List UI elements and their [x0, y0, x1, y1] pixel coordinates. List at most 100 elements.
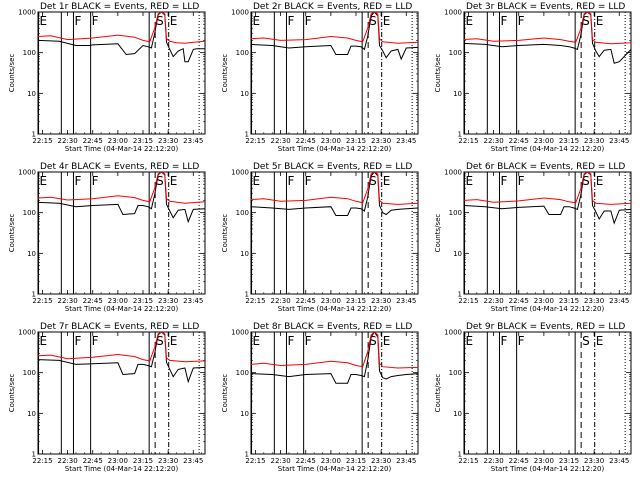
x-tick-label: 22:45: [296, 457, 316, 465]
event-marker-label: E: [466, 14, 474, 28]
x-tick-label: 23:00: [534, 457, 554, 465]
x-tick-label: 22:30: [58, 297, 78, 305]
x-tick-label: 22:30: [484, 297, 504, 305]
panel-det-1: Det 1r BLACK = Events, RED = LLD 1 10 100 10…: [8, 2, 206, 153]
x-tick-label: 23:30: [371, 137, 391, 145]
x-axis-label: Start Time (04-Mar-14 22:12:20): [65, 305, 179, 313]
x-tick-label: 23:30: [371, 457, 391, 465]
x-tick-label: 23:15: [133, 297, 153, 305]
x-axis-label: Start Time (04-Mar-14 22:12:20): [65, 145, 179, 153]
x-tick-label: 23:30: [158, 297, 178, 305]
y-tick-label: 100: [23, 209, 36, 217]
y-axis-label: Counts/sec: [8, 54, 16, 93]
event-marker-label: S: [156, 174, 164, 188]
event-marker-label: S: [156, 14, 164, 28]
y-tick-label: 1: [458, 131, 462, 139]
y-tick-label: 1: [458, 451, 462, 459]
event-marker-label: E: [170, 14, 178, 28]
y-tick-label: 10: [240, 250, 249, 258]
y-tick-label: 1000: [231, 9, 249, 17]
event-marker-label: S: [582, 14, 590, 28]
plot-frame: [250, 171, 419, 295]
x-tick-label: 22:15: [32, 137, 52, 145]
x-tick-label: 22:15: [458, 137, 478, 145]
panel-det-3: Det 3r BLACK = Events, RED = LLD 1 10 100 10…: [434, 2, 632, 153]
event-marker-label: E: [40, 334, 48, 348]
panel-title: Det 2r BLACK = Events, RED = LLD: [253, 2, 412, 12]
series-events-line: [251, 332, 418, 384]
panel-title: Det 5r BLACK = Events, RED = LLD: [253, 162, 412, 172]
y-tick-label: 1: [458, 291, 462, 299]
event-marker-label: S: [369, 334, 377, 348]
x-tick-label: 23:45: [396, 297, 416, 305]
panel-det-2: Det 2r BLACK = Events, RED = LLD 1 10 100 10…: [221, 2, 419, 153]
x-tick-label: 22:30: [484, 457, 504, 465]
x-tick-label: 23:00: [534, 137, 554, 145]
y-axis-label: Counts/sec: [8, 374, 16, 413]
x-tick-label: 22:45: [83, 297, 103, 305]
x-tick-label: 23:00: [108, 137, 128, 145]
x-tick-label: 23:30: [158, 457, 178, 465]
plot-frame: [463, 331, 632, 455]
y-axis-label: Counts/sec: [8, 214, 16, 253]
y-axis-label: Counts/sec: [434, 54, 442, 93]
y-tick-label: 1000: [444, 169, 462, 177]
x-tick-label: 23:00: [321, 297, 341, 305]
y-tick-label: 1000: [444, 329, 462, 337]
x-axis-label: Start Time (04-Mar-14 22:12:20): [278, 305, 392, 313]
series-lld-line: [38, 332, 205, 363]
x-axis-label: Start Time (04-Mar-14 22:12:20): [278, 145, 392, 153]
y-axis-label: Counts/sec: [434, 214, 442, 253]
y-tick-label: 1: [245, 451, 249, 459]
y-axis-label: Counts/sec: [221, 54, 229, 93]
event-marker-label: F: [92, 174, 99, 188]
y-axis-label: Counts/sec: [434, 374, 442, 413]
event-marker-label: F: [74, 334, 81, 348]
plot-frame: [37, 331, 206, 455]
y-tick-label: 1: [245, 131, 249, 139]
y-tick-label: 100: [449, 369, 462, 377]
series-lld-line: [38, 12, 205, 44]
panel-title: Det 3r BLACK = Events, RED = LLD: [466, 2, 625, 12]
event-marker-label: E: [383, 334, 391, 348]
event-marker-label: S: [582, 174, 590, 188]
panel-det-8: Det 8r BLACK = Events, RED = LLD 1 10 100 10…: [221, 322, 419, 473]
y-tick-label: 1: [32, 291, 36, 299]
x-tick-label: 23:45: [183, 297, 203, 305]
event-marker-label: F: [74, 14, 81, 28]
event-marker-label: E: [170, 334, 178, 348]
x-tick-label: 22:15: [245, 457, 265, 465]
x-tick-label: 23:45: [396, 457, 416, 465]
x-tick-label: 23:45: [609, 297, 629, 305]
x-tick-label: 22:15: [458, 457, 478, 465]
panel-det-4: Det 4r BLACK = Events, RED = LLD 1 10 100 10…: [8, 162, 206, 313]
series-events-line: [38, 332, 205, 384]
event-marker-label: F: [305, 334, 312, 348]
event-marker-label: E: [40, 174, 48, 188]
y-tick-label: 10: [453, 250, 462, 258]
plot-frame: [37, 171, 206, 295]
y-tick-label: 100: [236, 209, 249, 217]
y-tick-label: 10: [240, 410, 249, 418]
x-tick-label: 22:15: [245, 137, 265, 145]
event-marker-label: F: [92, 14, 99, 28]
y-tick-label: 100: [449, 49, 462, 57]
series-events-line: [464, 172, 631, 225]
x-tick-label: 22:45: [509, 137, 529, 145]
x-tick-label: 22:30: [271, 137, 291, 145]
event-marker-label: F: [500, 334, 507, 348]
x-axis-label: Start Time (04-Mar-14 22:12:20): [491, 145, 605, 153]
x-tick-label: 23:30: [371, 297, 391, 305]
event-marker-label: E: [170, 174, 178, 188]
event-marker-label: F: [500, 14, 507, 28]
x-tick-label: 22:15: [458, 297, 478, 305]
x-tick-label: 22:45: [296, 297, 316, 305]
event-marker-label: E: [253, 334, 261, 348]
x-tick-label: 22:15: [245, 297, 265, 305]
series-lld-line: [251, 332, 418, 369]
panel-title: Det 7r BLACK = Events, RED = LLD: [40, 322, 199, 332]
x-tick-label: 23:15: [346, 137, 366, 145]
event-marker-label: E: [596, 174, 604, 188]
x-tick-label: 23:15: [346, 457, 366, 465]
